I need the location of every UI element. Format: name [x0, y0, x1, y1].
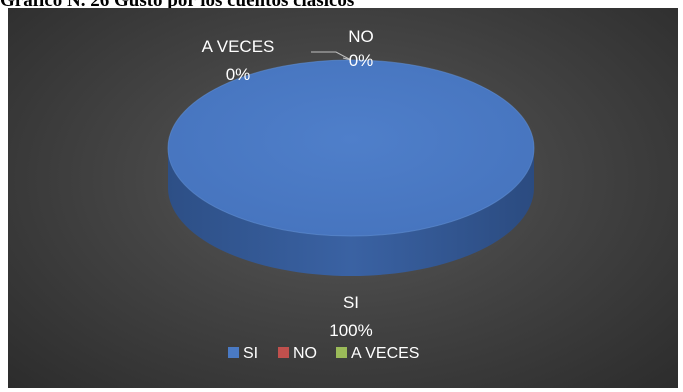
pie-slice-si	[168, 60, 534, 236]
legend: SI NO A VECES	[228, 345, 419, 362]
leader-line-no	[342, 57, 352, 61]
pie-chart: SI 100% NO 0% A VECES 0% SI NO A VECES	[167, 27, 535, 362]
legend-swatch-no	[278, 347, 289, 358]
legend-label-no: NO	[293, 345, 317, 362]
chart-area: SI 100% NO 0% A VECES 0% SI NO A VECES	[8, 8, 678, 388]
data-label-a-veces-name: A VECES	[202, 37, 275, 56]
data-label-a-veces-value: 0%	[226, 65, 251, 84]
legend-label-si: SI	[243, 345, 258, 362]
pie-slice-si-side	[168, 148, 534, 276]
data-label-no-name: NO	[348, 27, 374, 46]
legend-label-a-veces: A VECES	[351, 345, 419, 362]
data-label-no-value: 0%	[349, 51, 374, 70]
chart-caption: Gráfico N. 26 Gusto por los cuentos clás…	[0, 0, 355, 11]
leader-line-a-veces	[311, 51, 352, 61]
legend-swatch-si	[228, 347, 239, 358]
legend-swatch-a-veces	[336, 347, 347, 358]
data-label-si-name: SI	[343, 293, 359, 312]
data-label-si-value: 100%	[329, 321, 372, 340]
